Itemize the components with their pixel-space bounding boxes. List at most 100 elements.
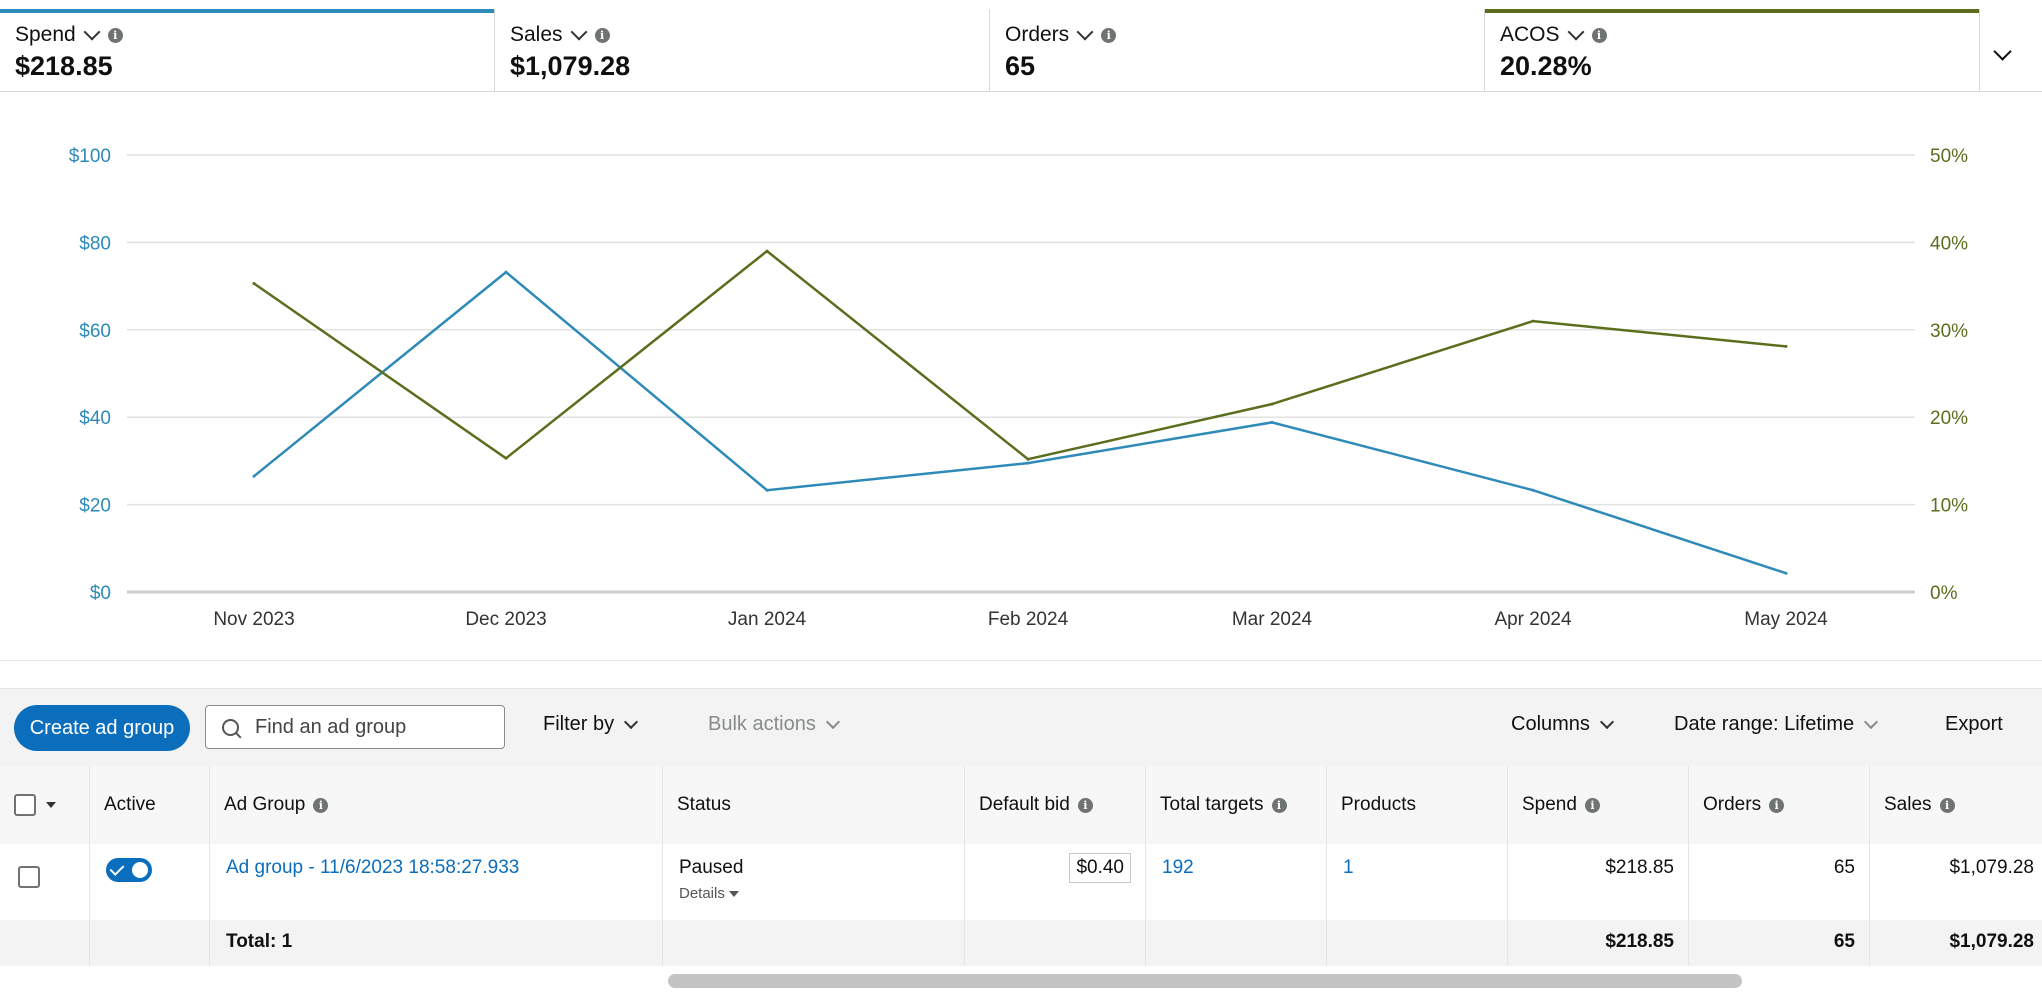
data-point-spend bbox=[1531, 488, 1535, 492]
header-label: Orders bbox=[1703, 794, 1762, 815]
chevron-down-icon bbox=[1599, 714, 1614, 729]
ad-group-link[interactable]: Ad group - 11/6/2023 18:58:27.933 bbox=[210, 844, 663, 920]
export-button[interactable]: Export bbox=[1945, 713, 2003, 735]
search-input[interactable] bbox=[253, 714, 487, 740]
header-label: Status bbox=[677, 794, 731, 815]
select-all-checkbox[interactable] bbox=[14, 794, 36, 816]
left-axis-tick-label: $20 bbox=[79, 496, 111, 517]
data-point-acos bbox=[1531, 319, 1535, 323]
caret-down-icon[interactable] bbox=[46, 802, 56, 808]
left-axis-tick-label: $0 bbox=[90, 583, 111, 604]
data-point-spend bbox=[504, 270, 508, 274]
check-icon bbox=[109, 861, 125, 876]
header-products[interactable]: Products bbox=[1327, 766, 1508, 844]
search-box[interactable] bbox=[205, 705, 505, 749]
columns-dropdown[interactable]: Columns bbox=[1511, 713, 1614, 736]
total-label: Total: 1 bbox=[210, 920, 663, 966]
line-chart: $0 0% $20 10% $40 20% $60 30% $80 40% $100 50% Nov 2… bbox=[69, 146, 1968, 630]
metric-active-bar bbox=[0, 9, 494, 13]
filter-by-dropdown[interactable]: Filter by bbox=[543, 713, 639, 736]
x-axis-tick-label: Nov 2023 bbox=[213, 609, 294, 630]
total-empty-cell bbox=[90, 920, 210, 966]
info-icon[interactable]: i bbox=[1769, 797, 1785, 813]
chevron-down-icon[interactable] bbox=[83, 23, 101, 41]
header-ad-group[interactable]: Ad Group i bbox=[210, 766, 663, 844]
metric-value: 65 bbox=[1005, 51, 1036, 81]
left-axis-tick-label: $80 bbox=[79, 233, 111, 254]
info-icon[interactable]: i bbox=[107, 27, 123, 43]
horizontal-scrollbar[interactable] bbox=[668, 974, 1742, 988]
bulk-actions-dropdown[interactable]: Bulk actions bbox=[708, 713, 840, 736]
details-dropdown[interactable]: Details bbox=[679, 885, 964, 902]
chevron-down-icon[interactable] bbox=[1076, 23, 1094, 41]
chevron-down-icon bbox=[825, 714, 840, 729]
total-targets-link[interactable]: 192 bbox=[1146, 844, 1327, 920]
metric-label: ACOS bbox=[1500, 23, 1560, 46]
chevron-down-icon[interactable] bbox=[570, 23, 588, 41]
x-axis-tick-label: Mar 2024 bbox=[1232, 609, 1313, 630]
header-sales[interactable]: Sales i bbox=[1870, 766, 2042, 844]
data-point-acos bbox=[252, 282, 256, 285]
header-label: Total targets bbox=[1160, 794, 1264, 815]
total-row: Total: 1 $218.85 65 $1,079.28 bbox=[0, 920, 2042, 966]
x-axis-tick-label: Feb 2024 bbox=[988, 609, 1069, 630]
metric-tile-spend[interactable]: Spend i $218.85 bbox=[0, 9, 495, 91]
row-checkbox[interactable] bbox=[18, 866, 40, 888]
info-icon[interactable]: i bbox=[1077, 797, 1093, 813]
info-icon[interactable]: i bbox=[1271, 797, 1287, 813]
default-bid-input[interactable]: $0.40 bbox=[1069, 853, 1131, 883]
right-axis-tick-label: 20% bbox=[1930, 408, 1968, 429]
chevron-down-icon[interactable] bbox=[1567, 23, 1585, 41]
header-active[interactable]: Active bbox=[90, 766, 210, 844]
ad-group-toolbar: Create ad group Filter by Bulk actions C… bbox=[0, 688, 2042, 767]
info-icon[interactable]: i bbox=[1584, 797, 1600, 813]
header-label: Ad Group bbox=[224, 794, 306, 815]
filter-by-label: Filter by bbox=[543, 713, 615, 735]
right-axis-tick-label: 10% bbox=[1930, 496, 1968, 517]
header-default-bid[interactable]: Default bid i bbox=[965, 766, 1146, 844]
data-point-spend bbox=[765, 488, 769, 492]
x-axis-tick-label: May 2024 bbox=[1744, 609, 1828, 630]
header-orders[interactable]: Orders i bbox=[1689, 766, 1870, 844]
header-total-targets[interactable]: Total targets i bbox=[1146, 766, 1327, 844]
active-toggle[interactable] bbox=[106, 858, 152, 882]
caret-down-icon bbox=[728, 890, 739, 897]
total-empty-cell bbox=[1327, 920, 1508, 966]
total-sales: $1,079.28 bbox=[1949, 931, 2034, 952]
date-range-dropdown[interactable]: Date range: Lifetime bbox=[1674, 713, 1879, 736]
right-axis-tick-label: 0% bbox=[1930, 583, 1958, 604]
left-axis-tick-label: $60 bbox=[79, 321, 111, 342]
expand-metrics-button[interactable] bbox=[1993, 42, 2012, 61]
total-empty-cell bbox=[965, 920, 1146, 966]
info-icon[interactable]: i bbox=[1939, 797, 1955, 813]
chevron-down-icon bbox=[1993, 42, 2012, 61]
data-point-spend bbox=[1270, 420, 1274, 424]
data-point-spend bbox=[1026, 461, 1030, 465]
search-icon bbox=[222, 718, 239, 736]
columns-label: Columns bbox=[1511, 713, 1590, 735]
status-text: Paused bbox=[679, 857, 744, 878]
data-point-acos bbox=[1270, 402, 1274, 406]
header-status[interactable]: Status bbox=[663, 766, 965, 844]
metric-value: $1,079.28 bbox=[510, 51, 631, 81]
info-icon[interactable]: i bbox=[313, 797, 329, 813]
header-label: Spend bbox=[1522, 794, 1577, 815]
header-spend[interactable]: Spend i bbox=[1508, 766, 1689, 844]
left-axis-tick-label: $100 bbox=[69, 146, 111, 167]
metric-tile-acos[interactable]: ACOS i 20.28% bbox=[1485, 9, 1980, 91]
chevron-down-icon bbox=[1864, 714, 1879, 729]
data-point-acos bbox=[765, 249, 769, 253]
header-label: Products bbox=[1341, 794, 1416, 815]
create-ad-group-button[interactable]: Create ad group bbox=[14, 705, 190, 751]
chevron-down-icon bbox=[624, 714, 639, 729]
info-icon[interactable]: i bbox=[594, 27, 610, 43]
select-all-cell bbox=[0, 766, 90, 844]
table-row: Ad group - 11/6/2023 18:58:27.933 Paused… bbox=[0, 844, 2042, 921]
info-icon[interactable]: i bbox=[1101, 27, 1117, 43]
metric-tile-sales[interactable]: Sales i $1,079.28 bbox=[495, 9, 990, 91]
bulk-actions-label: Bulk actions bbox=[708, 713, 816, 735]
info-icon[interactable]: i bbox=[1591, 27, 1607, 43]
metric-tile-orders[interactable]: Orders i 65 bbox=[990, 9, 1485, 91]
products-link[interactable]: 1 bbox=[1327, 844, 1508, 920]
row-sales: $1,079.28 bbox=[1949, 857, 2034, 878]
